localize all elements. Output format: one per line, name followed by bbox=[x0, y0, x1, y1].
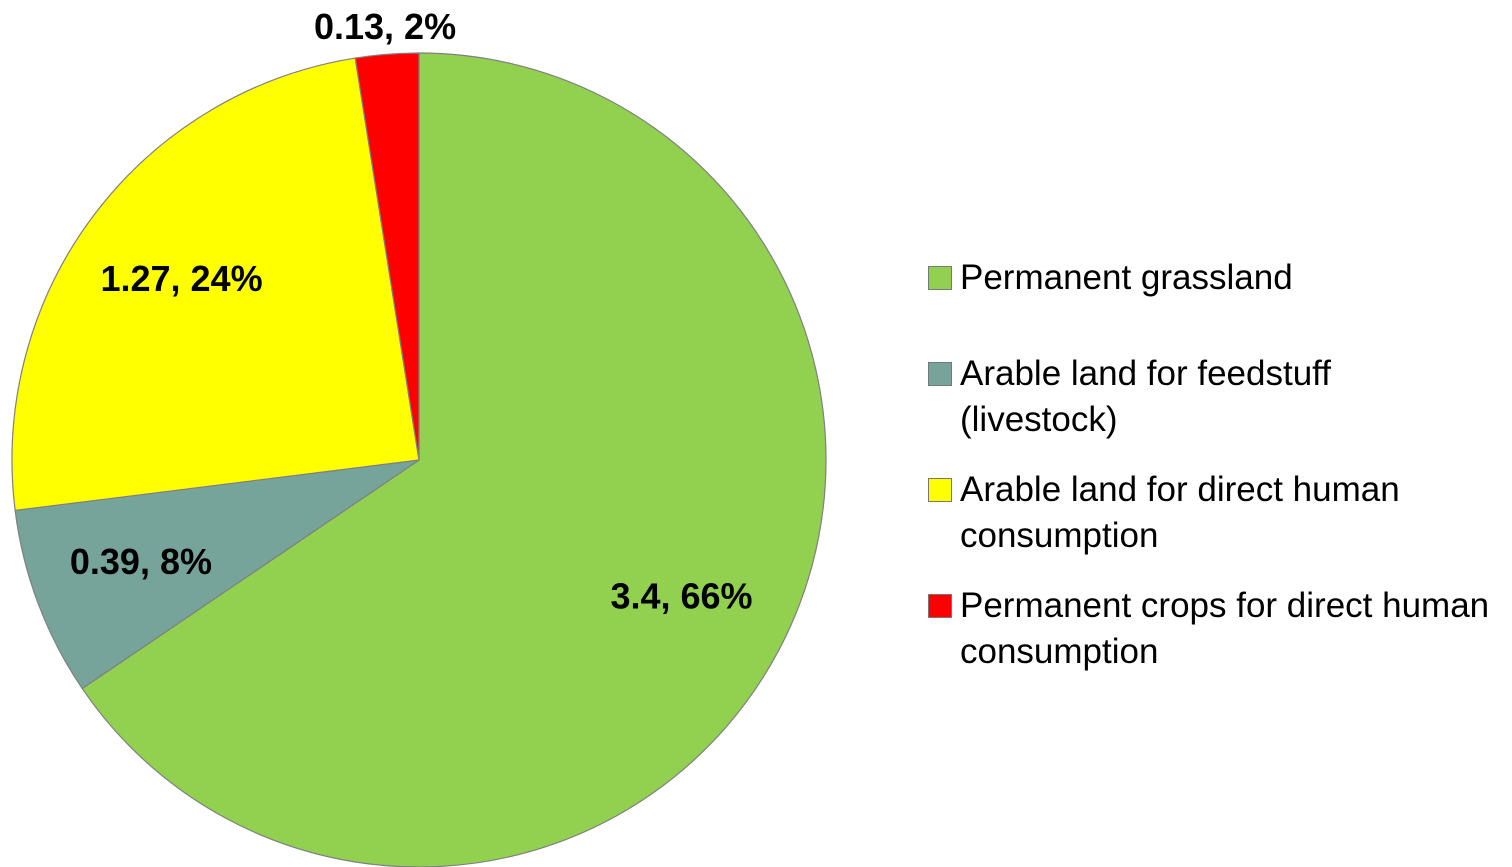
pie-slice bbox=[11, 57, 420, 512]
pie-slice bbox=[14, 459, 420, 690]
data-label: 3.4, 66% bbox=[610, 576, 752, 617]
legend-item: Arable land for feedstuff (livestock) bbox=[928, 351, 1498, 443]
legend-label: Permanent grassland bbox=[960, 258, 1293, 297]
legend: Permanent grassland Arable land for feeds… bbox=[928, 255, 1498, 699]
data-label: 1.27, 24% bbox=[100, 258, 262, 299]
legend-label: Permanent crops for direct human consump… bbox=[960, 586, 1490, 671]
pie-slice bbox=[81, 52, 827, 867]
legend-swatch bbox=[928, 362, 952, 386]
data-label: 0.13, 2% bbox=[314, 6, 456, 47]
legend-swatch bbox=[928, 266, 952, 290]
legend-item: Permanent grassland bbox=[928, 255, 1498, 301]
data-label: 0.39, 8% bbox=[70, 541, 212, 582]
pie-slice bbox=[354, 52, 420, 461]
legend-swatch bbox=[928, 594, 952, 618]
legend-item: Arable land for direct human consumption bbox=[928, 467, 1498, 559]
legend-label: Arable land for direct human consumption bbox=[960, 470, 1400, 555]
legend-label: Arable land for feedstuff (livestock) bbox=[960, 354, 1331, 439]
legend-swatch bbox=[928, 478, 952, 502]
legend-item: Permanent crops for direct human consump… bbox=[928, 583, 1498, 675]
